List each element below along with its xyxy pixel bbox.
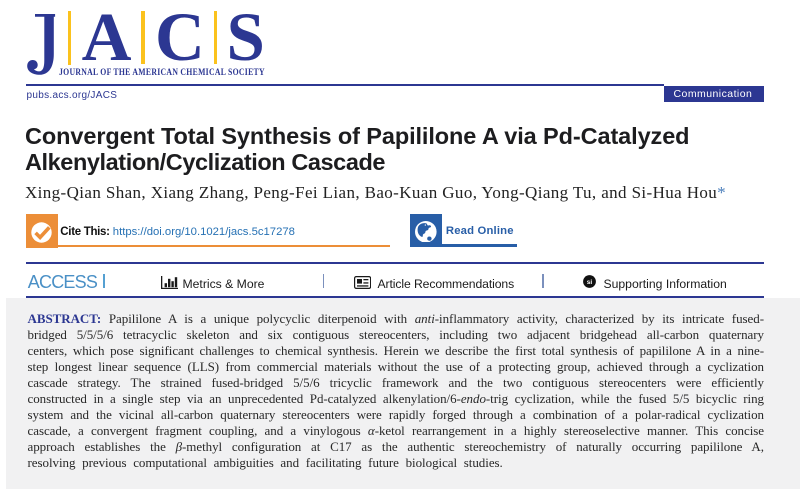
svg-text:si: si (586, 279, 592, 286)
